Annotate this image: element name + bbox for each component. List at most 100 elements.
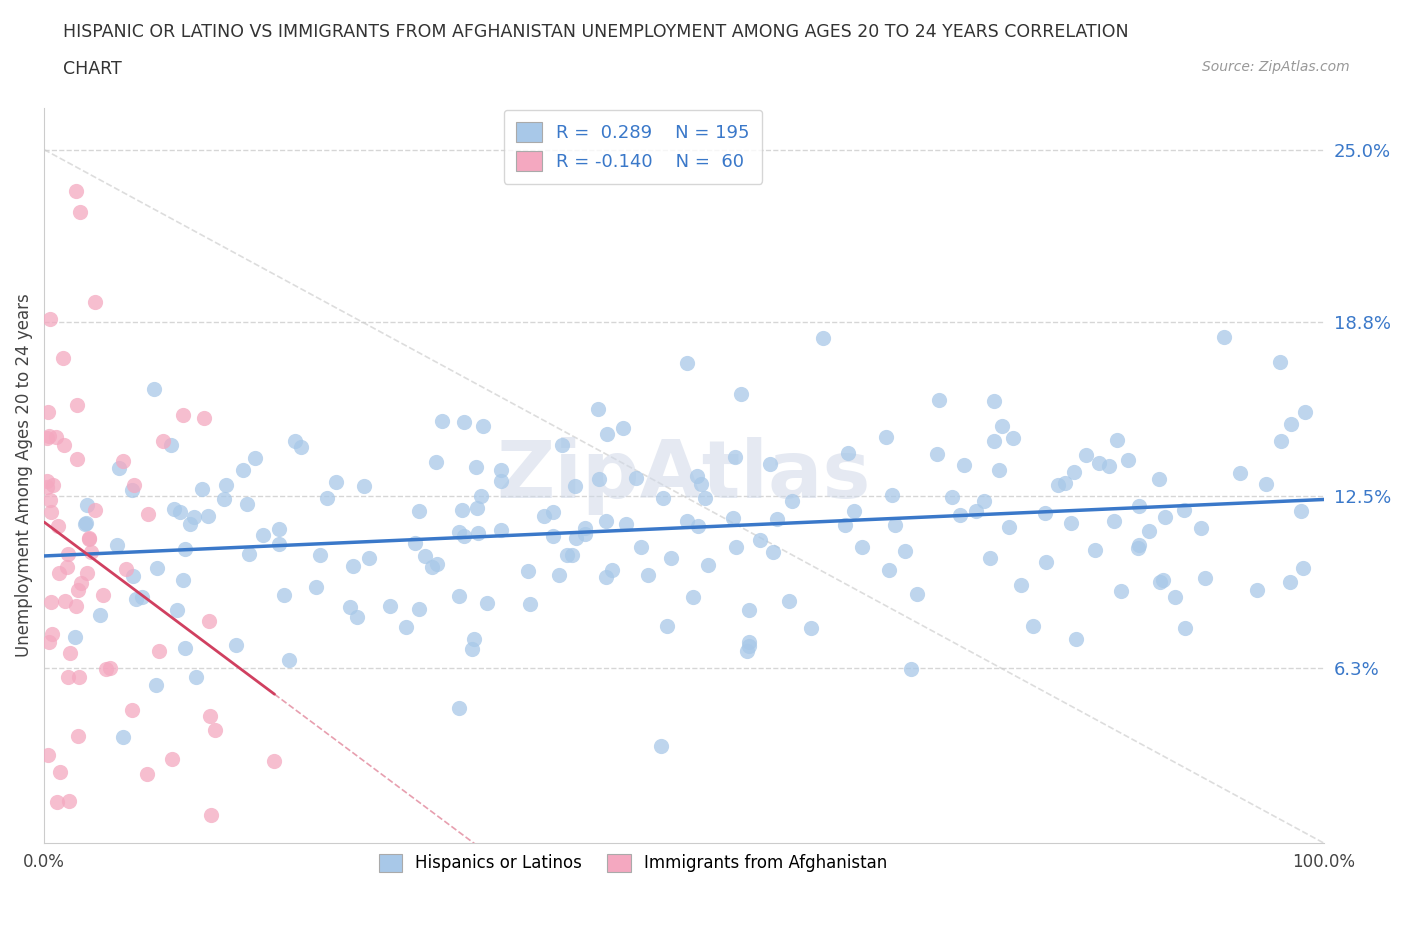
Point bbox=[108, 460, 131, 475]
Point bbox=[309, 548, 332, 563]
Point bbox=[1294, 405, 1316, 419]
Point bbox=[1104, 513, 1126, 528]
Point bbox=[453, 415, 475, 430]
Point bbox=[463, 631, 485, 646]
Point bbox=[1126, 540, 1149, 555]
Point bbox=[35, 431, 58, 445]
Point bbox=[75, 515, 97, 530]
Point bbox=[595, 513, 617, 528]
Point bbox=[1088, 455, 1111, 470]
Point bbox=[1254, 477, 1277, 492]
Point bbox=[269, 521, 291, 536]
Point bbox=[780, 494, 803, 509]
Point bbox=[146, 560, 169, 575]
Point bbox=[193, 411, 215, 426]
Point bbox=[907, 587, 929, 602]
Point bbox=[122, 569, 145, 584]
Point bbox=[111, 730, 134, 745]
Point bbox=[900, 661, 922, 676]
Point bbox=[39, 505, 62, 520]
Point bbox=[973, 494, 995, 509]
Point bbox=[1128, 498, 1150, 513]
Point bbox=[761, 544, 783, 559]
Point bbox=[1270, 434, 1292, 449]
Point bbox=[988, 463, 1011, 478]
Point bbox=[346, 610, 368, 625]
Point bbox=[1154, 510, 1177, 525]
Point bbox=[467, 526, 489, 541]
Point bbox=[152, 433, 174, 448]
Point bbox=[475, 596, 498, 611]
Point bbox=[1278, 575, 1301, 590]
Point bbox=[1054, 476, 1077, 491]
Point bbox=[1002, 431, 1025, 445]
Point bbox=[163, 502, 186, 517]
Point bbox=[516, 563, 538, 578]
Point bbox=[35, 480, 58, 495]
Point bbox=[465, 459, 488, 474]
Point bbox=[263, 753, 285, 768]
Point bbox=[69, 205, 91, 219]
Point bbox=[541, 528, 564, 543]
Point bbox=[586, 401, 609, 416]
Point bbox=[851, 539, 873, 554]
Point bbox=[59, 645, 82, 660]
Point bbox=[252, 528, 274, 543]
Point bbox=[46, 519, 69, 534]
Point bbox=[204, 723, 226, 737]
Point bbox=[284, 434, 307, 449]
Point bbox=[541, 504, 564, 519]
Point bbox=[67, 582, 90, 597]
Point bbox=[432, 413, 454, 428]
Point bbox=[148, 644, 170, 658]
Point bbox=[630, 539, 652, 554]
Point bbox=[686, 519, 709, 534]
Point bbox=[159, 437, 181, 452]
Point bbox=[172, 407, 194, 422]
Point bbox=[1152, 572, 1174, 587]
Point bbox=[690, 477, 713, 492]
Point bbox=[145, 677, 167, 692]
Point bbox=[169, 504, 191, 519]
Point bbox=[724, 539, 747, 554]
Point bbox=[35, 473, 58, 488]
Text: HISPANIC OR LATINO VS IMMIGRANTS FROM AFGHANISTAN UNEMPLOYMENT AMONG AGES 20 TO : HISPANIC OR LATINO VS IMMIGRANTS FROM AF… bbox=[63, 23, 1129, 41]
Point bbox=[198, 613, 221, 628]
Point bbox=[197, 509, 219, 524]
Point bbox=[650, 738, 672, 753]
Point bbox=[561, 547, 583, 562]
Point bbox=[588, 472, 610, 486]
Point bbox=[991, 418, 1014, 433]
Point bbox=[574, 521, 596, 536]
Point bbox=[45, 430, 67, 445]
Point bbox=[200, 808, 222, 823]
Point bbox=[1137, 524, 1160, 538]
Point bbox=[174, 541, 197, 556]
Point bbox=[67, 729, 90, 744]
Point bbox=[359, 551, 381, 565]
Point bbox=[686, 469, 709, 484]
Point bbox=[425, 455, 447, 470]
Point bbox=[353, 479, 375, 494]
Point bbox=[533, 509, 555, 524]
Point bbox=[1064, 631, 1087, 646]
Point bbox=[1149, 575, 1171, 590]
Point bbox=[1116, 453, 1139, 468]
Point bbox=[928, 393, 950, 408]
Point bbox=[404, 536, 426, 551]
Point bbox=[548, 567, 571, 582]
Point bbox=[65, 630, 87, 644]
Point bbox=[842, 503, 865, 518]
Point bbox=[875, 430, 897, 445]
Point bbox=[465, 501, 488, 516]
Point bbox=[453, 529, 475, 544]
Point bbox=[73, 517, 96, 532]
Point bbox=[56, 547, 79, 562]
Point bbox=[39, 594, 62, 609]
Point bbox=[105, 538, 128, 552]
Point bbox=[65, 184, 87, 199]
Point bbox=[1107, 432, 1129, 447]
Point bbox=[738, 635, 761, 650]
Point bbox=[1010, 578, 1032, 592]
Point bbox=[491, 473, 513, 488]
